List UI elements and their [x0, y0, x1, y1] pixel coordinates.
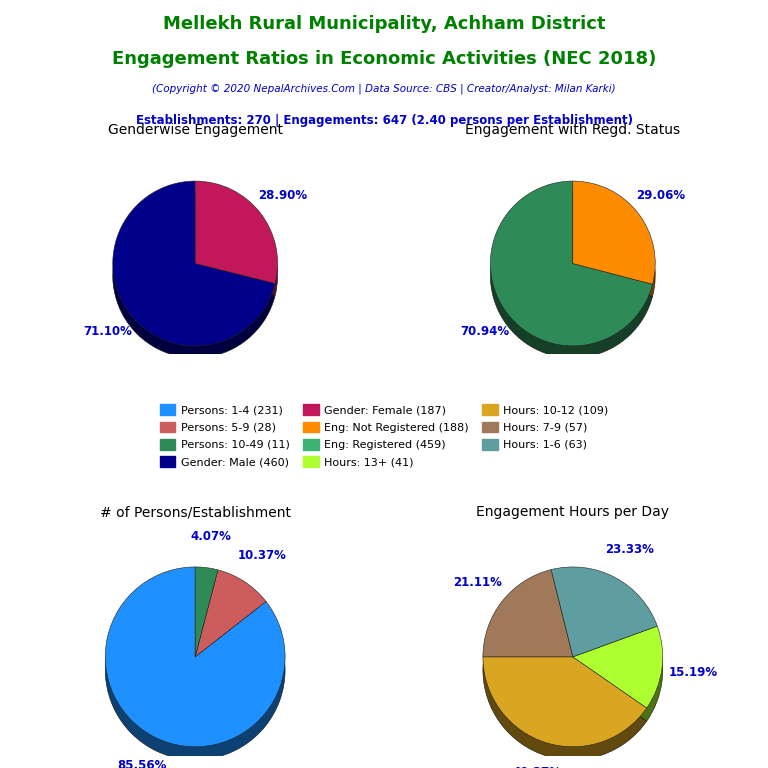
Wedge shape: [483, 670, 647, 760]
Text: 29.06%: 29.06%: [637, 189, 685, 202]
Legend: Persons: 1-4 (231), Persons: 5-9 (28), Persons: 10-49 (11), Gender: Male (460), : Persons: 1-4 (231), Persons: 5-9 (28), P…: [160, 405, 608, 467]
Wedge shape: [113, 193, 275, 358]
Wedge shape: [551, 580, 657, 670]
Text: 10.37%: 10.37%: [237, 549, 286, 562]
Text: (Copyright © 2020 NepalArchives.Com | Data Source: CBS | Creator/Analyst: Milan : (Copyright © 2020 NepalArchives.Com | Da…: [152, 84, 616, 94]
Text: 4.07%: 4.07%: [190, 530, 231, 543]
Title: # of Persons/Establishment: # of Persons/Establishment: [100, 505, 290, 519]
Wedge shape: [195, 583, 266, 670]
Wedge shape: [105, 567, 285, 746]
Wedge shape: [195, 181, 277, 283]
Wedge shape: [573, 626, 663, 708]
Text: 15.19%: 15.19%: [669, 666, 718, 679]
Text: 28.90%: 28.90%: [258, 188, 307, 201]
Wedge shape: [483, 657, 647, 746]
Text: 40.37%: 40.37%: [512, 766, 561, 768]
Text: 23.33%: 23.33%: [605, 543, 654, 556]
Wedge shape: [551, 567, 657, 657]
Text: 71.10%: 71.10%: [83, 326, 132, 339]
Text: Mellekh Rural Municipality, Achham District: Mellekh Rural Municipality, Achham Distr…: [163, 15, 605, 33]
Wedge shape: [113, 181, 275, 346]
Wedge shape: [483, 570, 573, 657]
Text: Engagement Ratios in Economic Activities (NEC 2018): Engagement Ratios in Economic Activities…: [112, 50, 656, 68]
Wedge shape: [483, 583, 573, 670]
Title: Engagement Hours per Day: Engagement Hours per Day: [476, 505, 670, 519]
Wedge shape: [573, 639, 663, 721]
Wedge shape: [195, 193, 277, 296]
Text: 70.94%: 70.94%: [460, 325, 509, 338]
Text: Establishments: 270 | Engagements: 647 (2.40 persons per Establishment): Establishments: 270 | Engagements: 647 (…: [135, 114, 633, 127]
Wedge shape: [105, 580, 285, 760]
Wedge shape: [573, 193, 655, 296]
Wedge shape: [573, 181, 655, 284]
Wedge shape: [195, 570, 266, 657]
Wedge shape: [491, 181, 653, 346]
Text: 85.56%: 85.56%: [118, 760, 167, 768]
Wedge shape: [195, 567, 218, 657]
Wedge shape: [491, 193, 653, 358]
Wedge shape: [195, 580, 218, 670]
Title: Engagement with Regd. Status: Engagement with Regd. Status: [465, 124, 680, 137]
Text: 21.11%: 21.11%: [452, 576, 502, 588]
Title: Genderwise Engagement: Genderwise Engagement: [108, 124, 283, 137]
